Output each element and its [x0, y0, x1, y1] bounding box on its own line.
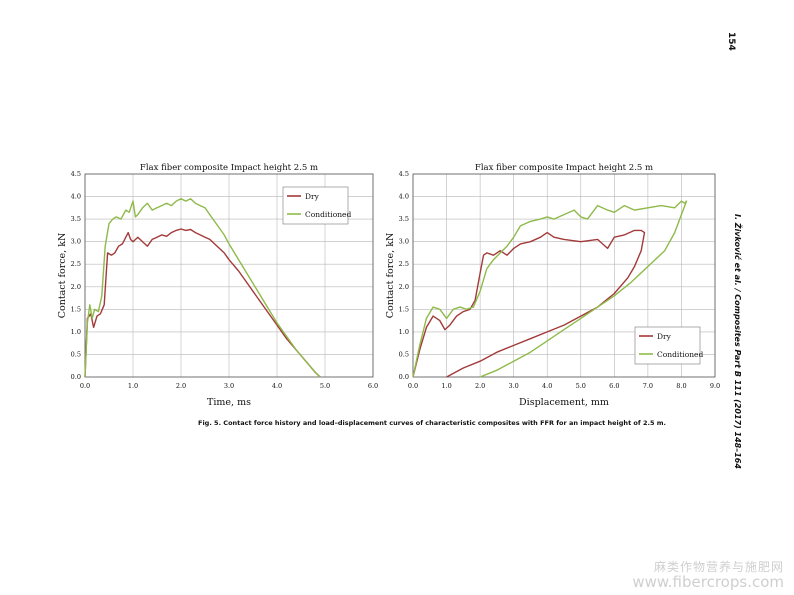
- plot-frame: [84, 173, 374, 378]
- plot-frame: [412, 173, 716, 378]
- x-tick-label: 3.0: [224, 382, 234, 390]
- y-tick-label: 4.0: [399, 193, 409, 201]
- legend-label-conditioned: Conditioned: [305, 210, 351, 219]
- figure-caption: Fig. 5. Contact force history and load–d…: [198, 419, 667, 427]
- y-tick-label: 2.0: [71, 283, 81, 291]
- x-tick-label: 5.0: [576, 382, 586, 390]
- x-tick-label: 9.0: [710, 382, 720, 390]
- y-tick-label: 4.0: [71, 193, 81, 201]
- y-tick-label: 1.5: [71, 305, 81, 313]
- y-tick-label: 3.0: [399, 238, 409, 246]
- x-axis-label: Time, ms: [207, 397, 251, 408]
- y-tick-label: 0.5: [71, 350, 81, 358]
- y-tick-label: 3.5: [399, 215, 409, 223]
- x-tick-label: 3.0: [508, 382, 518, 390]
- y-tick-label: 0.0: [71, 373, 81, 381]
- legend-label-dry: Dry: [657, 332, 672, 341]
- chart-load-displacement: Flax fiber composite Impact height 2.5 m…: [385, 163, 720, 408]
- x-tick-label: 6.0: [609, 382, 619, 390]
- x-tick-label: 4.0: [272, 382, 282, 390]
- y-tick-label: 2.0: [399, 283, 409, 291]
- running-head: I. Živković et al. / Composites Part B 1…: [733, 214, 742, 469]
- y-tick-label: 0.5: [399, 350, 409, 358]
- legend-box: [634, 326, 701, 365]
- x-tick-label: 0.0: [408, 382, 418, 390]
- x-tick-label: 1.0: [441, 382, 451, 390]
- y-tick-label: 4.5: [71, 170, 81, 178]
- chart-title: Flax fiber composite Impact height 2.5 m: [475, 163, 653, 173]
- x-tick-label: 4.0: [542, 382, 552, 390]
- x-axis-label: Displacement, mm: [519, 397, 609, 408]
- x-tick-label: 2.0: [176, 382, 186, 390]
- legend-label-dry: Dry: [305, 192, 320, 201]
- y-tick-label: 3.5: [71, 215, 81, 223]
- legend-box: [282, 186, 349, 225]
- y-tick-label: 1.5: [399, 305, 409, 313]
- x-tick-label: 8.0: [676, 382, 686, 390]
- x-tick-label: 0.0: [80, 382, 90, 390]
- y-tick-label: 1.0: [71, 328, 81, 336]
- x-tick-label: 1.0: [128, 382, 138, 390]
- series-line-conditioned: [84, 198, 321, 378]
- series-line-conditioned: [412, 200, 688, 378]
- y-tick-label: 1.0: [399, 328, 409, 336]
- watermark-line-2: www.fibercrops.com: [632, 573, 784, 591]
- x-tick-label: 2.0: [475, 382, 485, 390]
- x-tick-label: 6.0: [368, 382, 378, 390]
- y-tick-label: 2.5: [71, 260, 81, 268]
- watermark-line-1: 麻类作物营养与施肥网: [653, 560, 784, 574]
- x-tick-label: 7.0: [643, 382, 653, 390]
- chart-contact-force-history: Flax fiber composite Impact height 2.5 m…: [57, 163, 378, 408]
- y-axis-label: Contact force, kN: [57, 233, 68, 319]
- y-tick-label: 3.0: [71, 238, 81, 246]
- y-tick-label: 0.0: [399, 373, 409, 381]
- watermark: 麻类作物营养与施肥网 www.fibercrops.com: [632, 560, 784, 590]
- y-axis-label: Contact force, kN: [385, 233, 396, 319]
- chart-title: Flax fiber composite Impact height 2.5 m: [140, 163, 318, 173]
- y-tick-label: 2.5: [399, 260, 409, 268]
- y-tick-label: 4.5: [399, 170, 409, 178]
- x-tick-label: 5.0: [320, 382, 330, 390]
- series-line-dry: [84, 228, 321, 378]
- page-number: 154: [726, 32, 736, 51]
- legend-label-conditioned: Conditioned: [657, 350, 703, 359]
- series-line-dry: [412, 229, 646, 378]
